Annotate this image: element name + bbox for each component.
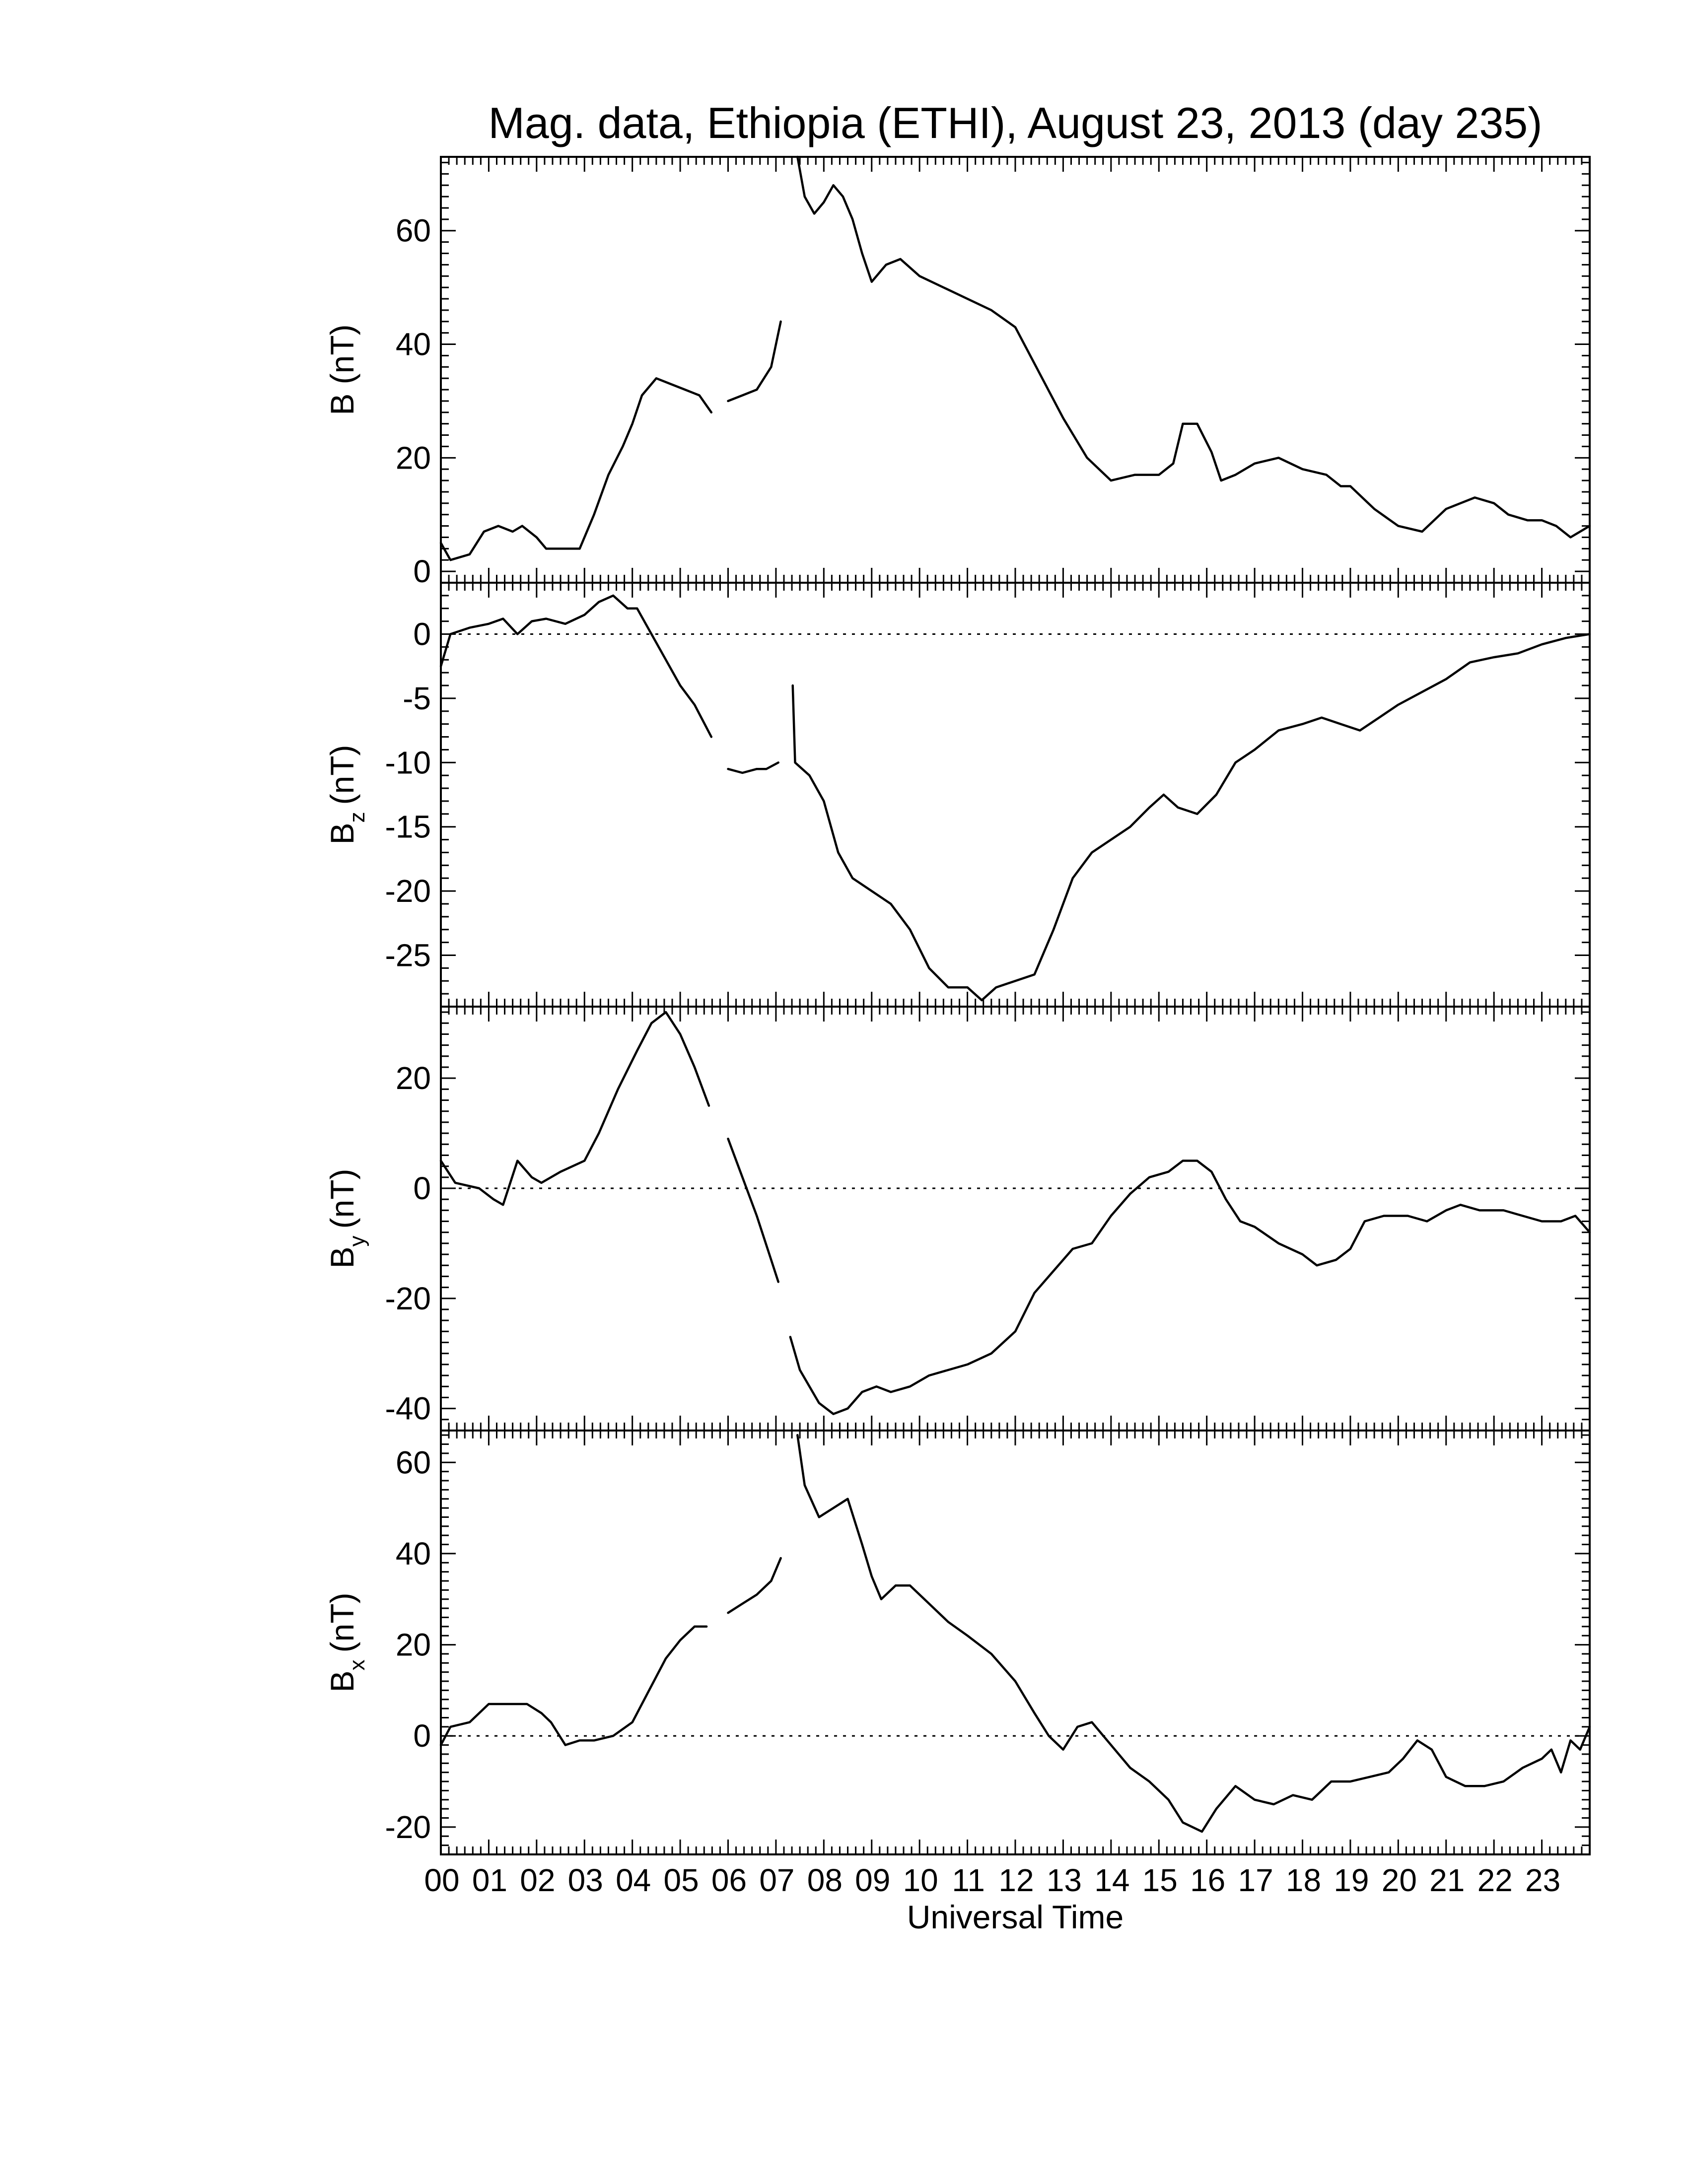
y-tick-label: 0 [413,553,431,589]
x-tick-label: 06 [711,1862,747,1898]
x-tick-label: 07 [759,1862,794,1898]
y-axis-label: B (nT) [324,324,360,415]
x-tick-label: 11 [952,1862,985,1898]
y-tick-label: -5 [403,681,431,716]
series-b-segment-1 [727,320,782,403]
x-tick-label: 18 [1286,1862,1321,1898]
x-tick-label: 08 [807,1862,843,1898]
x-tick-label: 17 [1238,1862,1273,1898]
x-tick-label: 10 [903,1862,938,1898]
series-bx-segment-0 [439,1625,708,1746]
x-tick-label: 16 [1190,1862,1225,1898]
y-tick-label: -15 [385,809,431,845]
y-tick-label: 20 [396,1627,431,1663]
y-tick-label: -20 [385,873,431,909]
y-tick-label: -10 [385,745,431,780]
series-b-segment-0 [439,377,713,561]
series-bx-segment-2 [796,1433,1591,1833]
y-tick-label: -20 [385,1809,431,1845]
panel-frame [440,582,1591,1008]
y-tick-label: -40 [385,1391,431,1427]
x-tick-label: 01 [472,1862,507,1898]
panel-frame [440,156,1591,584]
series-b-segment-2 [796,155,1591,539]
series-bz-segment-2 [791,633,1591,1002]
x-tick-label: 09 [855,1862,890,1898]
y-tick-label: 40 [396,327,431,362]
y-tick-label: 0 [413,1718,431,1754]
y-tick-label: -20 [385,1281,431,1316]
series-by-segment-1 [727,1137,779,1283]
chart-title: Mag. data, Ethiopia (ETHI), August 23, 2… [489,98,1543,147]
x-tick-label: 14 [1094,1862,1129,1898]
y-tick-label: -25 [385,937,431,973]
panel-frame [440,1430,1591,1855]
y-tick-label: 60 [396,1444,431,1480]
panel-bz: 0 -5 -10 -15 -20 -25 Bz(nT) [324,582,1591,1008]
y-tick-label: 0 [413,1170,431,1206]
x-tick-label: 20 [1382,1862,1417,1898]
series-bz-segment-0 [439,594,713,738]
x-tick-label: 15 [1142,1862,1178,1898]
panels-group: 0 20 40 60 B (nT) 0 -5 -10 -15 -20 -25 Bz(nT) 20 0 -20… [324,155,1591,1855]
y-axis-label: By(nT) [324,1168,369,1268]
panel-b: 0 20 40 60 B (nT) [324,155,1591,589]
x-tick-label: 04 [616,1862,651,1898]
x-axis-title: Universal Time [907,1899,1124,1935]
x-tick-label: 23 [1525,1862,1560,1898]
y-tick-label: 40 [396,1536,431,1571]
panel-by: 20 0 -20 -40 By(nT) [324,1006,1591,1432]
panel-bx: 60 40 20 0 -20 Bx(nT) [324,1430,1591,1855]
y-axis-label: Bx(nT) [324,1592,369,1692]
y-axis-label: Bz(nT) [324,745,369,844]
x-tick-label: 12 [998,1862,1034,1898]
series-bx-segment-1 [727,1557,782,1614]
x-tick-label: 05 [663,1862,699,1898]
series-by-segment-2 [789,1160,1591,1415]
y-tick-label: 0 [413,616,431,652]
x-tick-label: 22 [1477,1862,1513,1898]
y-tick-label: 20 [396,440,431,476]
x-tick-label: 03 [568,1862,603,1898]
x-axis: 00 01 02 03 04 05 06 07 08 09 10 11 12 13 14 15 16 17 18 19… [424,1862,1560,1898]
series-bz-segment-1 [727,761,779,774]
x-tick-label: 00 [424,1862,459,1898]
x-tick-label: 19 [1334,1862,1369,1898]
series-by-segment-0 [439,1011,710,1206]
x-tick-label: 02 [520,1862,555,1898]
x-tick-label: 21 [1429,1862,1465,1898]
y-tick-label: 20 [396,1060,431,1096]
x-tick-label: 13 [1047,1862,1082,1898]
y-tick-label: 60 [396,213,431,249]
